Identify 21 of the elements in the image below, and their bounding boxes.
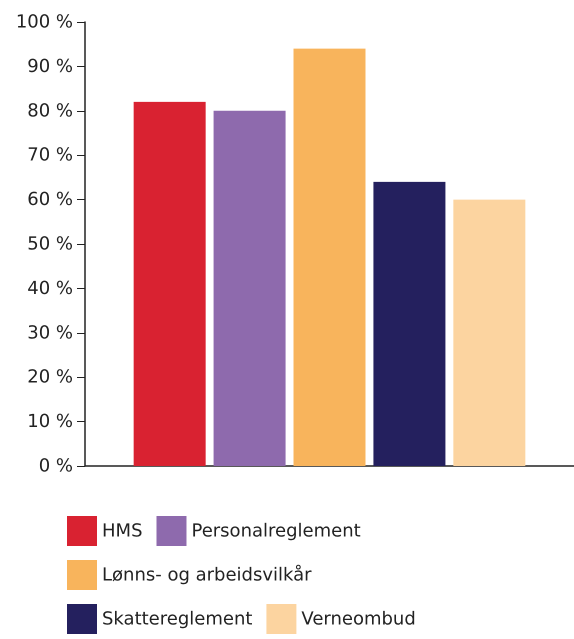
y-tick-label: 20 % <box>27 366 73 388</box>
bar <box>134 102 206 466</box>
y-tick-label: 50 % <box>27 234 73 254</box>
y-tick-label: 100 % <box>16 12 73 32</box>
legend-label: Skattereglement <box>102 608 252 630</box>
legend-label: Lønns- og arbeidsvilkår <box>102 564 312 586</box>
y-tick-label: 0 % <box>38 456 73 476</box>
bar <box>294 48 366 466</box>
y-tick-label: 70 % <box>27 144 73 166</box>
y-tick-label: 10 % <box>27 411 73 432</box>
bar <box>453 200 526 466</box>
y-tick-label: 60 % <box>27 189 73 210</box>
legend-label: HMS <box>102 520 142 542</box>
legend-label: Verneombud <box>301 608 416 630</box>
bar <box>214 110 286 466</box>
y-tick-label: 30 % <box>27 322 73 344</box>
y-tick-label: 80 % <box>27 100 73 122</box>
legend-label: Personalreglement <box>191 520 361 542</box>
bar <box>373 182 446 466</box>
y-tick-label: 90 % <box>27 56 73 77</box>
y-tick-label: 40 % <box>27 278 73 299</box>
